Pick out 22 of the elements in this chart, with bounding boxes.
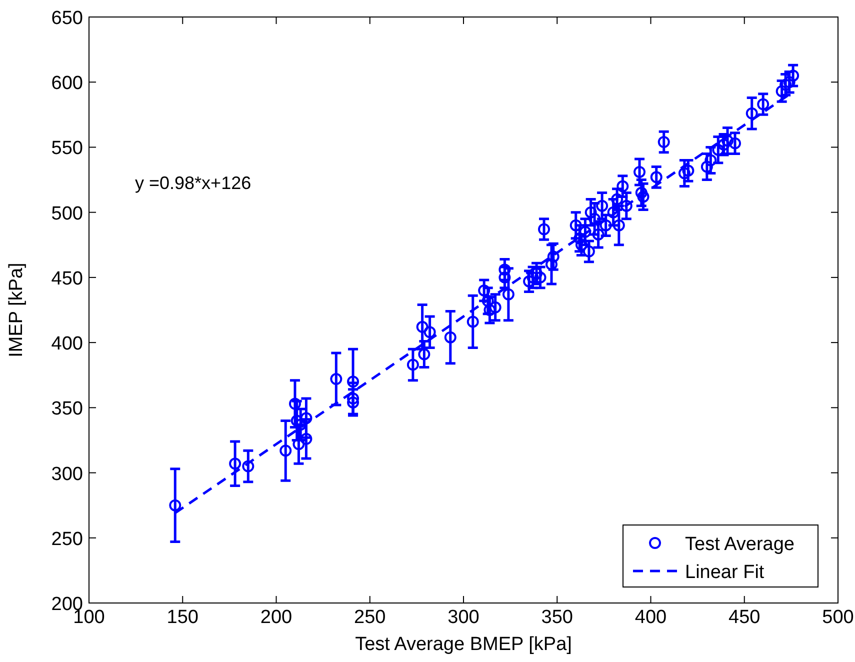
legend-label: Test Average bbox=[685, 534, 795, 555]
y-tick-label: 300 bbox=[51, 464, 83, 485]
y-tick-label: 250 bbox=[51, 528, 83, 550]
x-tick-label: 200 bbox=[260, 607, 292, 628]
y-axis-title: IMEP [kPa] bbox=[6, 262, 27, 358]
x-tick-label: 250 bbox=[354, 607, 386, 628]
y-tick-label: 550 bbox=[51, 138, 83, 160]
y-tick-label: 600 bbox=[51, 73, 83, 94]
x-axis-title: Test Average BMEP [kPa] bbox=[355, 634, 572, 655]
y-tick-label: 500 bbox=[51, 203, 83, 224]
y-tick-label: 450 bbox=[51, 268, 83, 290]
x-tick-label: 500 bbox=[822, 607, 854, 628]
y-tick-label: 400 bbox=[51, 334, 83, 355]
legend-label: Linear Fit bbox=[685, 562, 765, 583]
x-tick-label: 300 bbox=[448, 607, 480, 628]
x-tick-label: 350 bbox=[541, 607, 573, 628]
y-tick-label: 350 bbox=[51, 398, 83, 420]
x-tick-label: 450 bbox=[728, 607, 760, 628]
x-tick-label: 400 bbox=[634, 607, 667, 628]
x-tick-label: 150 bbox=[166, 607, 198, 628]
annotation: y =0.98*x+126 bbox=[135, 173, 252, 193]
y-tick-label: 650 bbox=[51, 8, 83, 29]
